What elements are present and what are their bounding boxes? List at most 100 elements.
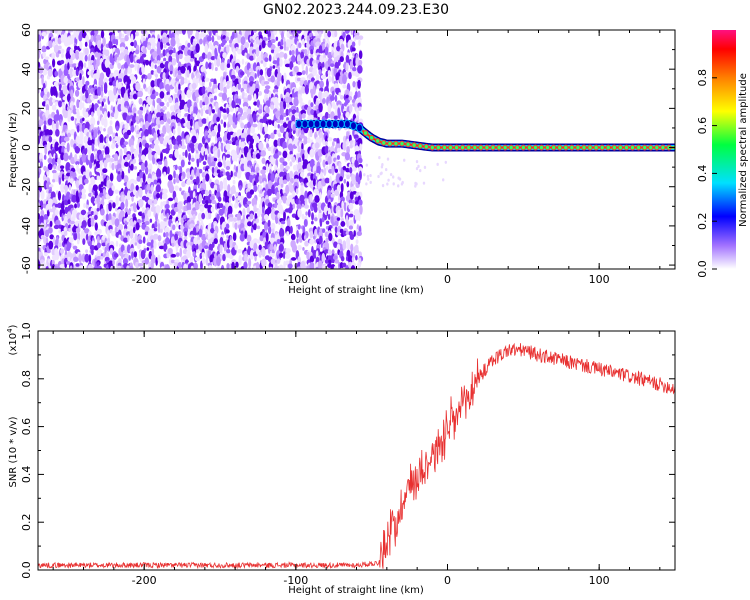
spectrogram-cell — [82, 238, 86, 245]
spectrogram-cell — [102, 168, 108, 174]
spectrogram-cell — [46, 249, 51, 254]
spectrogram-cell — [89, 244, 96, 251]
spectrogram-cell — [241, 58, 245, 65]
spectrogram-cell — [261, 258, 267, 268]
spectrogram-cell — [253, 184, 258, 193]
spectrogram-cell — [315, 250, 319, 259]
spectrogram-cell — [245, 30, 251, 35]
spectrogram-cell — [155, 73, 159, 78]
spectrogram-cell — [219, 171, 224, 177]
spectrogram-cell — [163, 43, 167, 49]
ridge-point — [307, 119, 315, 129]
spectrogram-cell — [55, 90, 58, 98]
spectrogram-cell — [357, 79, 361, 89]
spectrogram-cell — [123, 228, 129, 239]
spectrogram-cell — [349, 233, 355, 240]
spectrogram-cell — [172, 104, 175, 113]
spectrogram-cell — [246, 151, 253, 162]
spectrogram-cell — [75, 227, 81, 234]
spectrogram-cell — [286, 103, 290, 108]
spectrogram-cell — [133, 149, 138, 159]
spectrogram-cell — [178, 154, 182, 160]
spectrogram-cell — [53, 128, 56, 137]
spectrogram-cell — [336, 155, 340, 160]
spectrogram-cell — [378, 156, 381, 160]
spectrogram-cell — [306, 137, 311, 144]
spectrogram-cell — [300, 51, 305, 59]
spectrogram-cell — [290, 44, 296, 53]
spectrogram-cell — [168, 184, 175, 194]
spectrogram-cell — [386, 157, 390, 161]
spectrogram-cell — [222, 196, 226, 202]
spectrogram-cell — [138, 98, 143, 105]
spectrogram-cell — [243, 106, 248, 112]
spectrogram-cell — [154, 91, 159, 97]
spectrogram-cell — [44, 56, 50, 60]
spectrogram-cell — [186, 202, 192, 212]
spectrogram-cell — [65, 162, 71, 172]
spectrogram-cell — [353, 249, 360, 254]
spectrogram-cell — [345, 255, 349, 262]
spectrogram-cell — [340, 182, 344, 193]
spectrogram-cell — [147, 198, 154, 206]
spectrogram-cell — [225, 165, 231, 171]
spectrogram-cell — [53, 164, 57, 170]
spectrogram-cell — [47, 157, 53, 164]
snr-y-scale-prefix: (x10 — [8, 333, 19, 356]
spectrogram-cell — [202, 106, 206, 111]
spectrogram-cell — [75, 161, 80, 166]
spectrogram-cell — [270, 75, 275, 83]
spectrogram-cell — [54, 101, 58, 107]
spectrogram-cell — [232, 232, 237, 241]
ridge-point — [532, 144, 539, 151]
spectrogram-cell — [358, 251, 363, 258]
spectrogram-cell — [358, 167, 361, 171]
spectrogram-cell — [109, 136, 112, 142]
spectrogram-cell — [257, 109, 263, 114]
spectrogram-cell — [179, 187, 182, 192]
spectrogram-cell — [139, 146, 142, 155]
spectrogram-cell — [90, 34, 94, 43]
spectrogram-y-ticks: -60 -40 -20 0 20 40 60 — [20, 23, 675, 274]
snr-x-tick-label: -200 — [132, 574, 157, 587]
spectrogram-cell — [279, 163, 285, 171]
spectrogram-cell — [212, 100, 215, 109]
spectrogram-cell — [81, 253, 86, 263]
spectrogram-cell — [75, 77, 81, 82]
spectrogram-cell — [222, 52, 227, 59]
spectrogram-cell — [104, 146, 110, 156]
spectrogram-cell — [92, 184, 98, 192]
spectrogram-cell — [153, 139, 160, 145]
spectrogram-cell — [111, 162, 115, 171]
spectrogram-cell — [354, 159, 359, 168]
ridge-point — [587, 144, 593, 151]
spectrogram-cell — [171, 242, 175, 247]
spectrogram-cell — [211, 109, 215, 114]
spectrogram-cell — [98, 153, 104, 161]
ridge-point — [557, 144, 563, 151]
spectrogram-cell — [78, 253, 83, 263]
spectrogram-cell — [251, 197, 258, 208]
spectrogram-cell — [142, 236, 146, 244]
spectrogram-cell — [180, 65, 186, 74]
spectrogram-cell — [81, 188, 87, 194]
spectrogram-cell — [144, 129, 150, 137]
spectrogram-cell — [47, 150, 53, 156]
spectrogram-cell — [140, 162, 146, 172]
spectrogram-cell — [270, 132, 275, 140]
spectrogram-cell — [121, 194, 125, 204]
spectrogram-cell — [102, 214, 107, 221]
spectrogram-cell — [118, 78, 123, 83]
spectrogram-cell — [203, 183, 207, 192]
spectrogram-cell — [298, 42, 302, 49]
spectrogram-cell — [234, 202, 239, 209]
spectrogram-cell — [226, 234, 229, 239]
spectrogram-cell — [308, 99, 312, 108]
spectrogram-cell — [124, 207, 129, 213]
spectrogram-cell — [351, 178, 358, 185]
spectrogram-cell — [105, 157, 111, 163]
spectrogram-cell — [389, 172, 393, 177]
spectrogram-cell — [45, 229, 50, 238]
spectrogram-cell — [174, 148, 179, 159]
spectrogram-cell — [99, 134, 104, 144]
